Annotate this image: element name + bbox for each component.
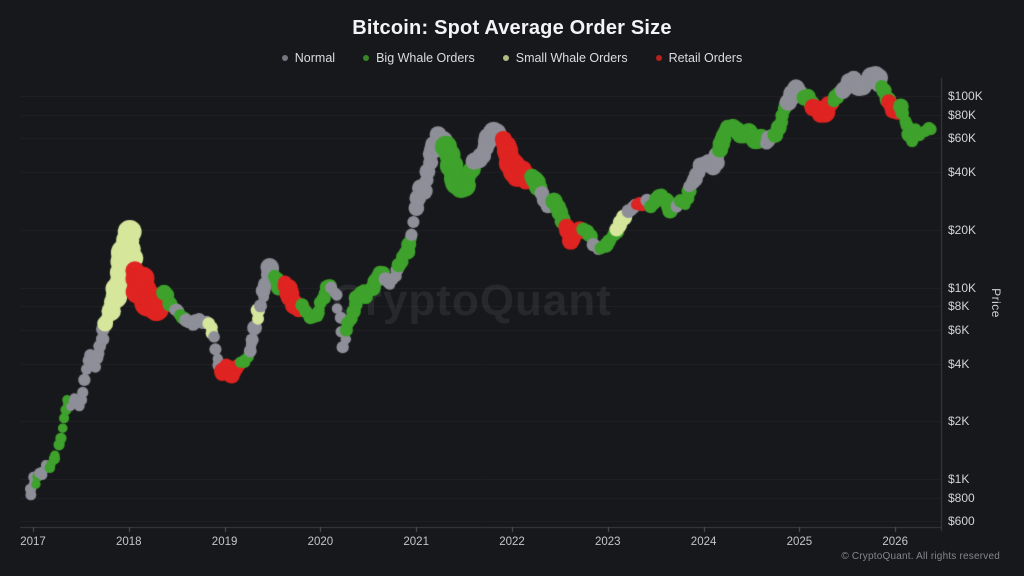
- price-scatter-chart[interactable]: [0, 0, 1024, 576]
- chart-window: Bitcoin: Spot Average Order Size NormalB…: [0, 0, 1024, 576]
